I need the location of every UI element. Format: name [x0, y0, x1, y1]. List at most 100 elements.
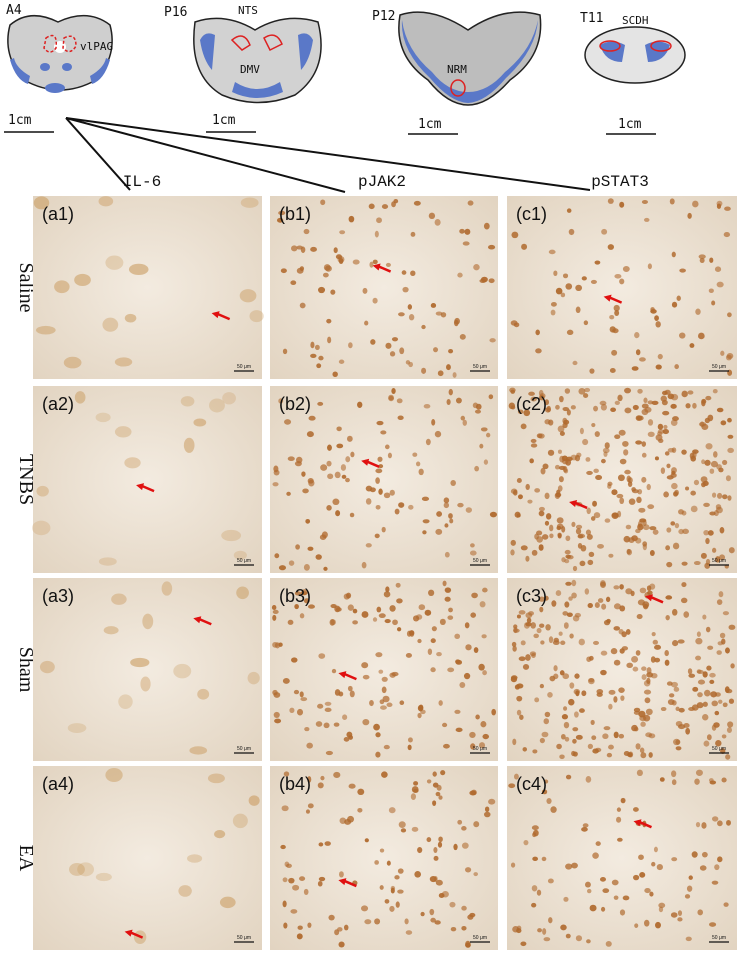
- nucleus: [454, 709, 461, 714]
- nucleus: [482, 587, 488, 593]
- nucleus: [585, 529, 592, 536]
- nucleus: [532, 856, 538, 862]
- cell: [209, 398, 225, 413]
- nucleus: [534, 488, 541, 493]
- arrow-head: [193, 616, 202, 624]
- nucleus: [396, 398, 403, 404]
- connector-lines: [65, 117, 591, 193]
- nucleus: [343, 924, 349, 931]
- nucleus: [679, 268, 686, 273]
- nucleus: [539, 393, 546, 399]
- nucleus: [662, 429, 670, 435]
- nucleus: [349, 690, 355, 698]
- nucleus: [590, 516, 596, 521]
- nucleus: [442, 580, 447, 587]
- nucleus: [402, 286, 409, 293]
- nucleus: [273, 465, 279, 473]
- nucleus: [448, 513, 453, 519]
- nucleus: [673, 738, 680, 746]
- nucleus: [310, 353, 317, 358]
- nucleus: [617, 394, 623, 402]
- nucleus: [473, 821, 480, 828]
- nucleus: [610, 407, 617, 413]
- nucleus: [594, 431, 600, 437]
- nucleus: [671, 470, 676, 475]
- nucleus: [572, 727, 579, 732]
- nucleus: [572, 360, 578, 366]
- nucleus: [639, 871, 646, 878]
- nucleus: [436, 784, 442, 791]
- nucleus: [436, 511, 443, 517]
- nucleus: [522, 663, 530, 670]
- nucleus: [385, 342, 392, 349]
- nucleus: [417, 704, 424, 712]
- nucleus: [674, 364, 679, 370]
- cell: [248, 795, 260, 806]
- nucleus: [547, 878, 554, 884]
- nucleus: [655, 434, 663, 441]
- nucleus: [340, 464, 347, 471]
- nucleus: [475, 403, 482, 410]
- nucleus: [664, 389, 671, 395]
- section-p16: [193, 17, 322, 104]
- nucleus: [471, 592, 478, 599]
- nucleus: [338, 258, 344, 265]
- nucleus: [391, 201, 396, 208]
- nucleus: [491, 708, 496, 716]
- nucleus: [547, 449, 555, 456]
- nucleus: [459, 228, 465, 234]
- nucleus: [457, 272, 463, 278]
- nucleus: [528, 391, 535, 396]
- nucleus: [675, 720, 683, 727]
- nucleus: [660, 395, 667, 402]
- nucleus: [563, 706, 568, 711]
- nucleus: [560, 924, 567, 931]
- cell: [103, 626, 119, 635]
- nucleus: [301, 471, 306, 477]
- micrograph: (c4) 50 μm: [507, 766, 737, 950]
- region-label: vlPAG: [80, 40, 113, 53]
- nucleus: [530, 622, 537, 629]
- nucleus: [324, 707, 332, 713]
- nucleus: [601, 603, 607, 610]
- nucleus: [711, 300, 716, 306]
- nucleus: [388, 807, 396, 814]
- nucleus: [620, 695, 625, 701]
- nucleus: [609, 315, 615, 320]
- nucleus: [721, 638, 726, 645]
- nucleus: [462, 241, 470, 246]
- nucleus: [398, 312, 405, 317]
- nucleus: [345, 456, 351, 463]
- cell: [39, 660, 55, 674]
- nucleus: [525, 622, 532, 627]
- nucleus: [619, 497, 625, 505]
- nucleus: [643, 680, 651, 687]
- nucleus: [296, 708, 304, 716]
- nucleus: [575, 935, 583, 942]
- nucleus: [698, 254, 706, 259]
- nucleus: [618, 733, 625, 739]
- nucleus: [510, 862, 516, 868]
- nucleus: [655, 364, 662, 370]
- nucleus: [692, 200, 699, 208]
- nucleus: [513, 322, 520, 328]
- nucleus: [692, 449, 699, 454]
- nucleus: [626, 475, 631, 483]
- nucleus: [648, 752, 653, 758]
- nucleus: [327, 473, 334, 480]
- nucleus: [483, 459, 489, 465]
- nucleus: [293, 689, 300, 695]
- nucleus: [438, 700, 443, 706]
- nucleus: [378, 669, 384, 674]
- nucleus: [374, 860, 379, 865]
- nucleus: [375, 652, 383, 658]
- nucleus: [373, 723, 380, 731]
- nucleus: [441, 890, 449, 898]
- cell: [239, 289, 257, 303]
- nucleus: [620, 797, 626, 804]
- nucleus: [443, 497, 450, 504]
- nucleus: [697, 679, 706, 685]
- nucleus: [666, 463, 671, 469]
- nucleus: [282, 877, 288, 883]
- nucleus: [352, 620, 358, 625]
